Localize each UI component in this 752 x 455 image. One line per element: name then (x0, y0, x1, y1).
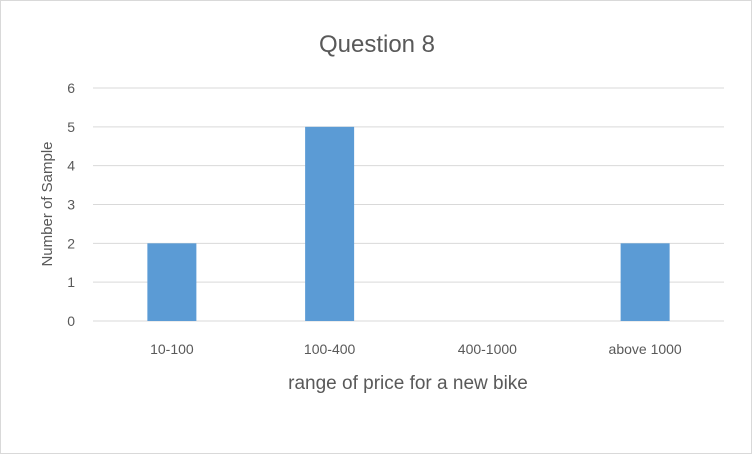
y-tick-label: 3 (67, 197, 75, 213)
x-tick-label: 400-1000 (458, 341, 517, 357)
gridlines (93, 87, 724, 322)
y-axis-title: Number of Sample (39, 141, 56, 266)
x-axis-ticks: 10-100 100-400 400-1000 above 1000 (150, 341, 682, 357)
x-axis-title: range of price for a new bike (288, 373, 528, 394)
y-tick-label: 5 (67, 119, 75, 135)
y-tick-label: 4 (67, 158, 75, 174)
y-tick-label: 1 (67, 274, 75, 290)
chart-title: Question 8 (319, 31, 435, 58)
y-tick-label: 2 (67, 235, 75, 251)
y-tick-label: 0 (67, 313, 75, 329)
bar-100-400 (305, 126, 355, 321)
bar-above 1000 (620, 243, 670, 321)
bar-10-100 (147, 243, 197, 321)
x-tick-label: 10-100 (150, 341, 194, 357)
x-tick-label: above 1000 (609, 341, 682, 357)
bars (147, 126, 670, 321)
x-tick-label: 100-400 (304, 341, 356, 357)
y-tick-label: 6 (67, 80, 75, 96)
y-axis-ticks: 0 1 2 3 4 5 6 (67, 80, 75, 329)
